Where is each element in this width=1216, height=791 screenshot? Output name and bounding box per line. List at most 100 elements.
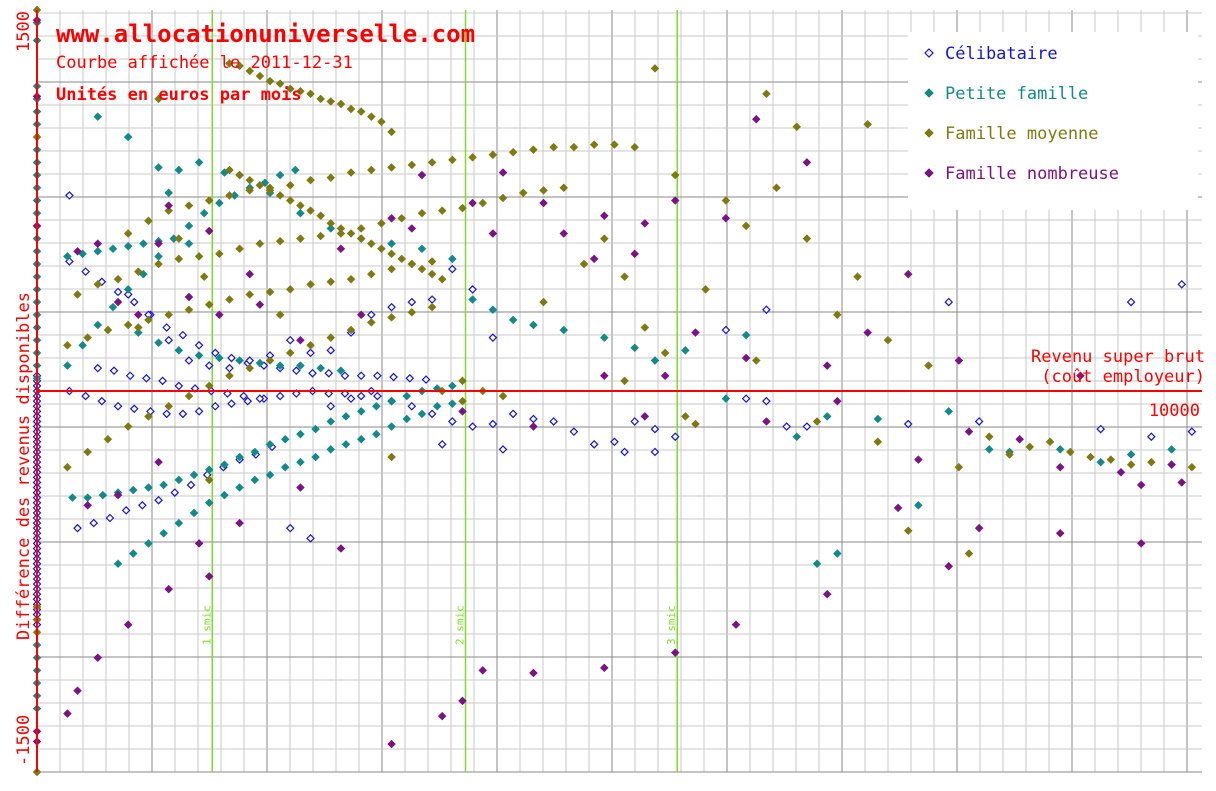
point-petite_famille (128, 549, 138, 558)
point-famille_nombreuse (670, 196, 680, 205)
point-famille_moyenne (691, 419, 700, 429)
point-celibataire (620, 447, 629, 457)
point-celibataire (73, 523, 82, 533)
point-famille_moyenne (762, 89, 771, 99)
point-famille_moyenne (539, 185, 548, 195)
point-celibataire (974, 417, 984, 426)
point-celibataire (178, 330, 188, 340)
point-famille_moyenne (488, 150, 498, 160)
point-celibataire (89, 518, 99, 528)
point-famille_moyenne (225, 165, 234, 175)
point-famille_moyenne (63, 462, 72, 472)
point-famille_nombreuse (822, 361, 832, 370)
point-famille_moyenne (123, 229, 133, 238)
point-petite_famille (372, 401, 381, 411)
smic-label-3: 3 smic (665, 605, 678, 645)
point-famille_nombreuse (559, 229, 569, 238)
point-celibataire (113, 401, 123, 411)
point-celibataire (204, 361, 214, 370)
point-famille_moyenne (437, 206, 447, 216)
point-famille_moyenne (964, 549, 974, 558)
point-famille_nombreuse (640, 219, 650, 228)
point-petite_famille (741, 330, 751, 340)
point-celibataire (405, 373, 415, 383)
point-famille_moyenne (154, 94, 163, 104)
point-famille_nombreuse (802, 158, 812, 167)
point-famille_nombreuse (387, 739, 396, 749)
legend-box (908, 32, 1198, 210)
point-famille_moyenne (366, 269, 376, 279)
point-famille_moyenne (539, 297, 548, 307)
point-petite_famille (356, 434, 366, 444)
point-famille_nombreuse (731, 620, 741, 630)
point-famille_moyenne (204, 381, 214, 391)
point-famille_moyenne (123, 320, 133, 330)
point-celibataire (356, 371, 366, 381)
point-famille_nombreuse (1177, 478, 1187, 487)
point-petite_famille (220, 490, 229, 500)
smic-label-1: 1 smic (200, 605, 213, 645)
point-famille_nombreuse (73, 246, 82, 256)
point-famille_nombreuse (599, 211, 609, 221)
point-famille_nombreuse (721, 213, 731, 223)
point-famille_moyenne (549, 142, 559, 152)
point-celibataire (306, 348, 315, 358)
point-famille_moyenne (569, 142, 579, 152)
point-famille_moyenne (285, 348, 295, 358)
point-famille_moyenne (285, 84, 295, 94)
point-famille_nombreuse (498, 168, 508, 177)
point-petite_famille (133, 328, 143, 337)
point-petite_famille (402, 391, 412, 401)
point-famille_moyenne (356, 234, 366, 243)
x-axis-label-line1: Revenu super brut (1031, 347, 1205, 367)
point-famille_moyenne (407, 259, 417, 269)
point-petite_famille (417, 409, 427, 419)
point-petite_famille (721, 394, 731, 403)
point-petite_famille (139, 239, 148, 249)
point-petite_famille (68, 493, 77, 503)
point-petite_famille (265, 470, 275, 480)
point-famille_nombreuse (164, 584, 174, 594)
point-famille_nombreuse (336, 544, 346, 553)
point-famille_moyenne (245, 175, 255, 185)
point-famille_moyenne (306, 175, 315, 185)
legend-marker-famille_moyenne (924, 128, 934, 138)
point-petite_famille (984, 445, 994, 454)
point-petite_famille (123, 132, 133, 142)
point-famille_moyenne (306, 89, 315, 99)
point-petite_famille (235, 356, 244, 365)
point-famille_moyenne (427, 257, 437, 266)
point-petite_famille (174, 165, 184, 175)
point-celibataire (1096, 424, 1106, 434)
point-celibataire (285, 523, 295, 533)
point-famille_moyenne (437, 274, 447, 284)
point-famille_nombreuse (903, 269, 913, 279)
point-famille_moyenne (518, 188, 528, 198)
point-celibataire (549, 417, 559, 426)
point-petite_famille (372, 429, 381, 439)
point-famille_moyenne (184, 391, 194, 401)
point-famille_moyenne (285, 180, 295, 190)
point-famille_moyenne (133, 323, 143, 332)
point-famille_moyenne (630, 142, 640, 152)
point-celibataire (782, 422, 792, 431)
point-petite_famille (154, 338, 163, 348)
point-petite_famille (280, 434, 290, 444)
point-famille_moyenne (387, 127, 396, 137)
point-petite_famille (108, 302, 118, 312)
y-tick-bottom: -1500 (14, 715, 34, 766)
point-celibataire (326, 346, 336, 355)
point-petite_famille (174, 475, 184, 485)
point-celibataire (944, 297, 954, 307)
point-petite_famille (250, 447, 260, 457)
point-famille_nombreuse (751, 114, 761, 124)
point-petite_famille (599, 333, 609, 343)
point-famille_nombreuse (478, 666, 488, 675)
point-famille_moyenne (387, 312, 396, 322)
point-petite_famille (235, 452, 244, 462)
point-celibataire (610, 437, 619, 447)
point-famille_moyenne (245, 363, 255, 373)
point-petite_famille (468, 295, 477, 304)
point-petite_famille (311, 424, 320, 434)
